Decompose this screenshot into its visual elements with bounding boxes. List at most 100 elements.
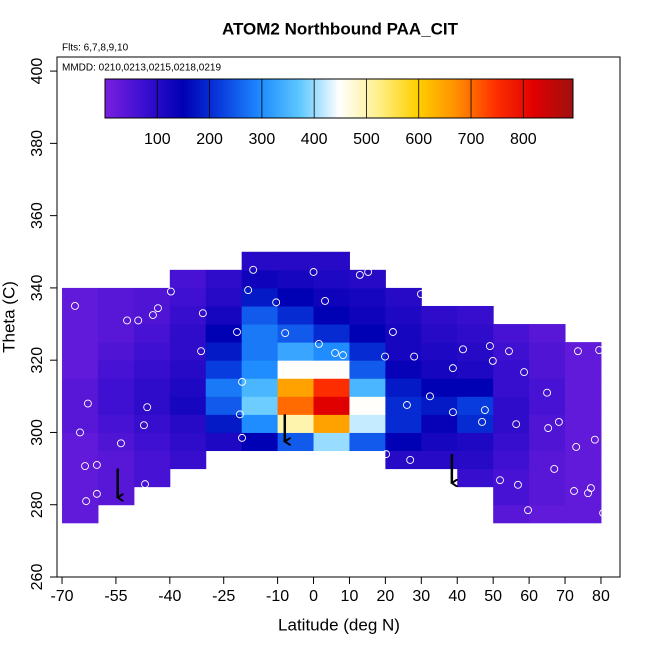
- heat-cell: [493, 468, 530, 488]
- heat-cell: [457, 360, 494, 379]
- sample-point: [92, 489, 101, 498]
- sample-point: [595, 346, 604, 355]
- sample-point: [586, 484, 595, 493]
- sample-point: [402, 401, 411, 409]
- heat-cell: [97, 360, 135, 379]
- y-tick-label: 380: [29, 130, 46, 157]
- heat-cell: [62, 378, 99, 397]
- sample-point: [459, 345, 467, 354]
- heat-cell: [421, 450, 458, 470]
- sample-point: [572, 442, 581, 451]
- heat-cell: [385, 342, 422, 361]
- sample-point: [514, 480, 522, 489]
- colorbar-tick-label: 500: [353, 131, 380, 148]
- heat-cell: [133, 342, 171, 361]
- y-tick-label: 260: [29, 564, 46, 591]
- sample-point: [148, 311, 157, 319]
- sample-point: [406, 455, 415, 464]
- heat-cell: [169, 450, 207, 470]
- x-tick-label: -55: [104, 588, 127, 605]
- x-tick-label: 50: [484, 588, 502, 605]
- sample-point: [448, 408, 457, 417]
- heat-cell: [133, 305, 171, 325]
- heat-cell: [97, 432, 135, 452]
- heat-cell: [493, 396, 530, 415]
- x-tick-label: -25: [212, 588, 235, 605]
- heat-cell: [133, 287, 171, 307]
- heat-cell: [313, 324, 350, 343]
- sample-point: [76, 428, 84, 437]
- heat-cell: [277, 251, 315, 271]
- heat-cell: [62, 287, 99, 307]
- heat-cell: [62, 324, 99, 343]
- heat-cell: [169, 324, 207, 343]
- y-tick-label: 340: [29, 274, 46, 301]
- heat-cell: [97, 486, 135, 506]
- x-tick-label: 0: [309, 588, 318, 605]
- heat-cell: [277, 305, 315, 325]
- colorbar: 100 200 300 400 500 600 700 800: [104, 78, 574, 148]
- heat-cell: [421, 432, 458, 452]
- heat-cell: [457, 342, 494, 361]
- heat-cell: [62, 414, 99, 433]
- sample-point: [485, 342, 494, 351]
- sample-point: [570, 487, 578, 495]
- heat-cell: [565, 342, 602, 361]
- heat-cell: [241, 324, 279, 343]
- heat-cell: [385, 287, 422, 307]
- heat-cell: [457, 324, 494, 343]
- heat-cell: [277, 324, 315, 343]
- heat-cell: [277, 396, 315, 415]
- heat-cell: [349, 287, 386, 307]
- heat-cell: [421, 360, 458, 379]
- overlay-marks: [71, 265, 608, 517]
- sample-point: [550, 465, 559, 473]
- heat-cell: [493, 450, 530, 470]
- heat-cell: [421, 378, 458, 397]
- flights-note: Flts: 6,7,8,9,10: [62, 43, 129, 54]
- heat-cell: [529, 450, 566, 470]
- heat-cell: [349, 432, 386, 452]
- sample-point: [544, 424, 553, 433]
- sample-point: [543, 388, 552, 397]
- heat-cell: [241, 305, 279, 325]
- colorbar-tick-label: 300: [249, 131, 276, 148]
- sample-point: [166, 287, 175, 296]
- heat-cell: [457, 432, 494, 452]
- y-tick-label: 280: [29, 491, 46, 518]
- heat-cell: [493, 414, 530, 433]
- x-tick-label: -40: [158, 588, 181, 605]
- colorbar-tick-label: 600: [405, 131, 432, 148]
- sample-point: [524, 506, 532, 515]
- heat-cell: [529, 504, 566, 524]
- heat-cell: [529, 342, 566, 361]
- sample-point: [81, 462, 89, 471]
- heat-cell: [241, 378, 279, 397]
- heat-cell: [62, 504, 99, 524]
- heat-cell: [385, 378, 422, 397]
- heat-cell: [457, 414, 494, 433]
- sample-point: [350, 406, 359, 415]
- sample-point: [364, 268, 373, 276]
- x-tick-label: 80: [592, 588, 610, 605]
- heat-cell: [241, 432, 279, 452]
- heat-cell: [277, 414, 315, 433]
- heat-cell: [313, 269, 350, 289]
- heat-cell: [385, 414, 422, 433]
- heat-cell: [457, 450, 494, 470]
- sample-point: [512, 420, 521, 429]
- sample-point: [382, 450, 391, 459]
- heat-cell: [97, 450, 135, 470]
- heat-cell: [313, 251, 350, 271]
- heat-cell: [169, 287, 207, 307]
- sample-point: [235, 410, 244, 419]
- heat-cell: [565, 414, 602, 433]
- heat-cell: [277, 378, 315, 397]
- heat-cell: [529, 378, 566, 397]
- heat-cell: [493, 432, 530, 452]
- heat-cell: [169, 432, 207, 452]
- heat-cell: [349, 396, 386, 415]
- heat-cell: [421, 414, 458, 433]
- colorbar-tick-label: 200: [196, 131, 223, 148]
- heat-cell: [529, 360, 566, 379]
